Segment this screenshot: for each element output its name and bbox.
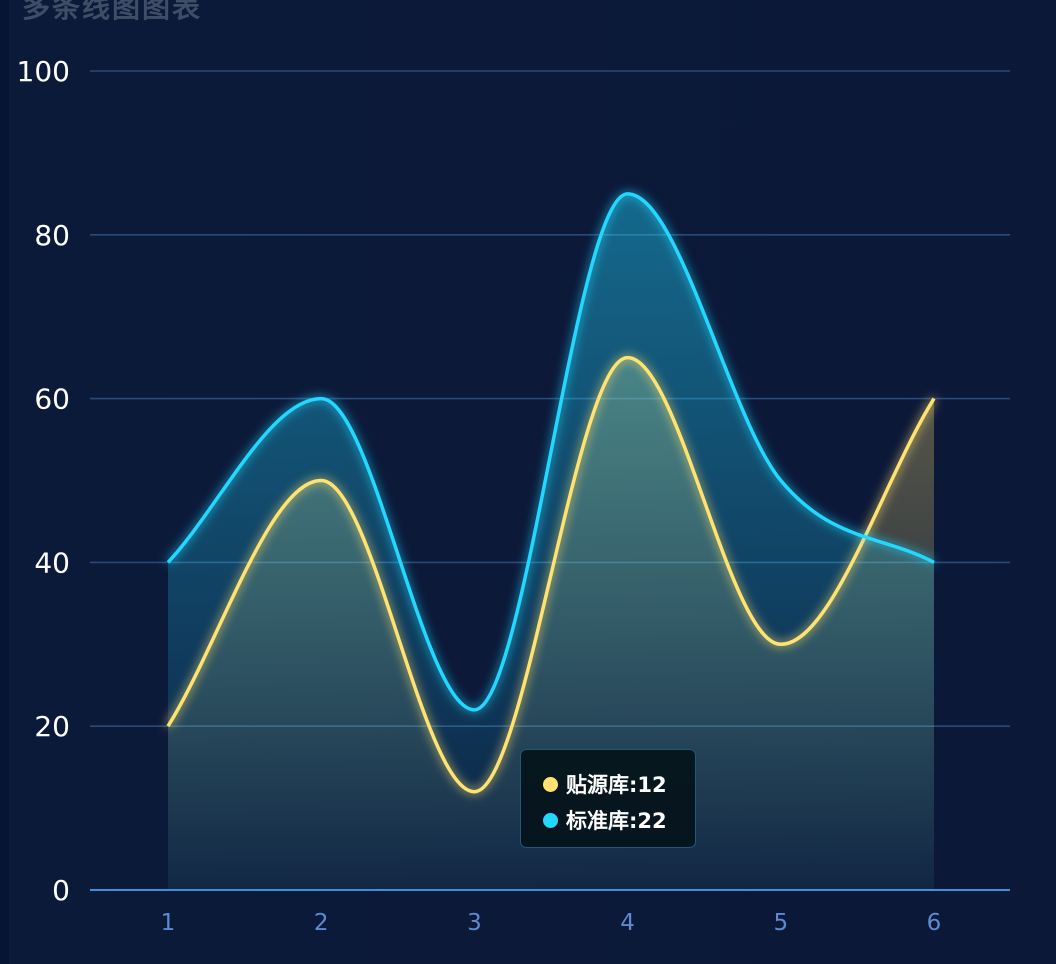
tooltip-value: 标准库:22: [566, 809, 667, 833]
x-tick-label: 4: [620, 910, 635, 936]
series-color-dot: [543, 776, 558, 792]
y-tick-label: 20: [34, 710, 70, 743]
series-areas: [168, 193, 934, 891]
x-tick-label: 6: [927, 910, 942, 936]
series-color-dot: [543, 812, 558, 828]
chart-tooltip: 贴源库:12 标准库:22: [520, 749, 696, 848]
y-tick-label: 40: [34, 546, 70, 579]
x-tick-label: 1: [161, 910, 176, 936]
x-tick-label: 2: [314, 910, 329, 936]
y-tick-label: 80: [34, 219, 70, 252]
y-tick-label: 0: [52, 874, 70, 907]
chart-title: 多条线图图表: [22, 0, 203, 24]
series-lines: [166, 192, 936, 794]
tooltip-row-0: 贴源库:12: [543, 766, 695, 802]
series-line[interactable]: [166, 355, 936, 794]
x-tick-label: 3: [467, 910, 482, 936]
series-line[interactable]: [166, 192, 935, 712]
axes: 0 20 40 60 80 100 1 2 3 4 5 6: [17, 55, 1010, 936]
tooltip-row-1: 标准库:22: [543, 802, 695, 838]
y-tick-label: 60: [34, 383, 70, 416]
tooltip-value: 贴源库:12: [566, 773, 667, 797]
y-tick-label: 100: [17, 55, 70, 88]
x-tick-label: 5: [773, 910, 788, 936]
series-area: [168, 193, 934, 891]
panel-edge: [0, 0, 9, 964]
